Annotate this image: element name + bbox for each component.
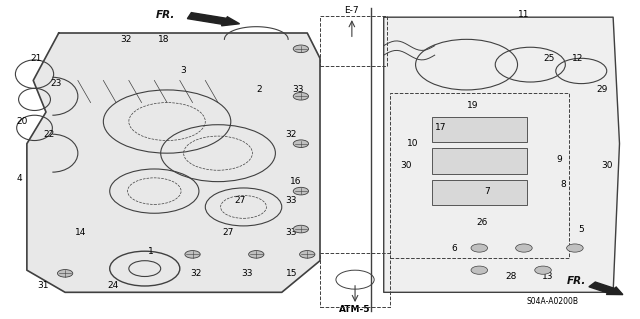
Circle shape: [471, 244, 488, 252]
Circle shape: [293, 225, 308, 233]
Text: 30: 30: [601, 161, 612, 170]
Circle shape: [300, 250, 315, 258]
Text: 33: 33: [285, 228, 297, 237]
FancyArrow shape: [188, 13, 239, 26]
Text: 6: 6: [451, 243, 457, 253]
Circle shape: [185, 250, 200, 258]
Circle shape: [516, 244, 532, 252]
Circle shape: [566, 244, 583, 252]
Text: 24: 24: [108, 281, 118, 291]
Text: 27: 27: [235, 196, 246, 205]
Text: FR.: FR.: [156, 10, 175, 20]
Text: 32: 32: [285, 130, 297, 139]
Text: 13: 13: [542, 272, 554, 281]
Text: 23: 23: [50, 79, 61, 88]
Text: 7: 7: [484, 187, 490, 196]
Circle shape: [58, 270, 73, 277]
Text: 14: 14: [76, 228, 87, 237]
Text: 21: 21: [31, 54, 42, 63]
FancyBboxPatch shape: [431, 117, 527, 142]
Text: 33: 33: [241, 269, 252, 278]
Text: 19: 19: [467, 101, 479, 110]
Circle shape: [535, 266, 551, 274]
Text: ATM-5: ATM-5: [339, 305, 371, 314]
Text: 10: 10: [406, 139, 418, 148]
Text: 31: 31: [37, 281, 49, 291]
Text: 22: 22: [44, 130, 55, 139]
Circle shape: [471, 266, 488, 274]
Text: 32: 32: [120, 35, 131, 44]
Text: FR.: FR.: [566, 276, 586, 286]
Text: 18: 18: [158, 35, 170, 44]
Polygon shape: [384, 17, 620, 292]
Text: 11: 11: [518, 10, 530, 19]
Text: 27: 27: [222, 228, 234, 237]
Text: E-7: E-7: [344, 6, 359, 15]
Text: 33: 33: [285, 196, 297, 205]
Text: 4: 4: [17, 174, 22, 183]
Text: 16: 16: [290, 177, 301, 186]
Text: 30: 30: [400, 161, 412, 170]
Text: 25: 25: [544, 54, 555, 63]
Text: S04A-A0200B: S04A-A0200B: [527, 297, 579, 306]
Text: 1: 1: [148, 247, 154, 256]
Polygon shape: [27, 33, 320, 292]
Text: 12: 12: [572, 54, 584, 63]
Text: 17: 17: [435, 123, 447, 132]
Text: 8: 8: [561, 180, 566, 189]
Text: 32: 32: [190, 269, 202, 278]
FancyArrow shape: [589, 282, 623, 294]
FancyBboxPatch shape: [431, 148, 527, 174]
Text: 20: 20: [16, 117, 28, 126]
Circle shape: [293, 45, 308, 53]
Text: 33: 33: [292, 85, 303, 94]
Text: 3: 3: [180, 66, 186, 76]
Text: 2: 2: [257, 85, 262, 94]
Text: 15: 15: [285, 269, 297, 278]
Text: 28: 28: [506, 272, 517, 281]
Circle shape: [293, 93, 308, 100]
Text: 5: 5: [579, 225, 584, 234]
Text: 26: 26: [477, 218, 488, 227]
FancyBboxPatch shape: [431, 180, 527, 205]
Circle shape: [248, 250, 264, 258]
Circle shape: [293, 187, 308, 195]
Text: 9: 9: [556, 155, 562, 164]
Text: 29: 29: [596, 85, 607, 94]
Circle shape: [293, 140, 308, 147]
